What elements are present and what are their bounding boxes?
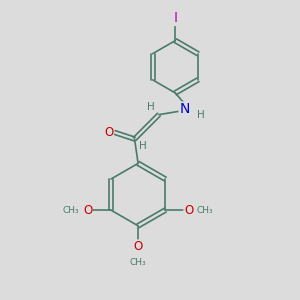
Text: H: H — [197, 110, 204, 120]
Text: I: I — [173, 11, 177, 25]
Text: CH₃: CH₃ — [130, 258, 146, 267]
Text: H: H — [147, 102, 155, 112]
Text: CH₃: CH₃ — [197, 206, 213, 215]
Text: O: O — [184, 204, 193, 217]
Text: N: N — [179, 102, 190, 116]
Text: H: H — [139, 140, 146, 151]
Text: O: O — [104, 126, 113, 139]
Text: O: O — [83, 204, 92, 217]
Text: O: O — [134, 240, 143, 253]
Text: CH₃: CH₃ — [63, 206, 80, 215]
